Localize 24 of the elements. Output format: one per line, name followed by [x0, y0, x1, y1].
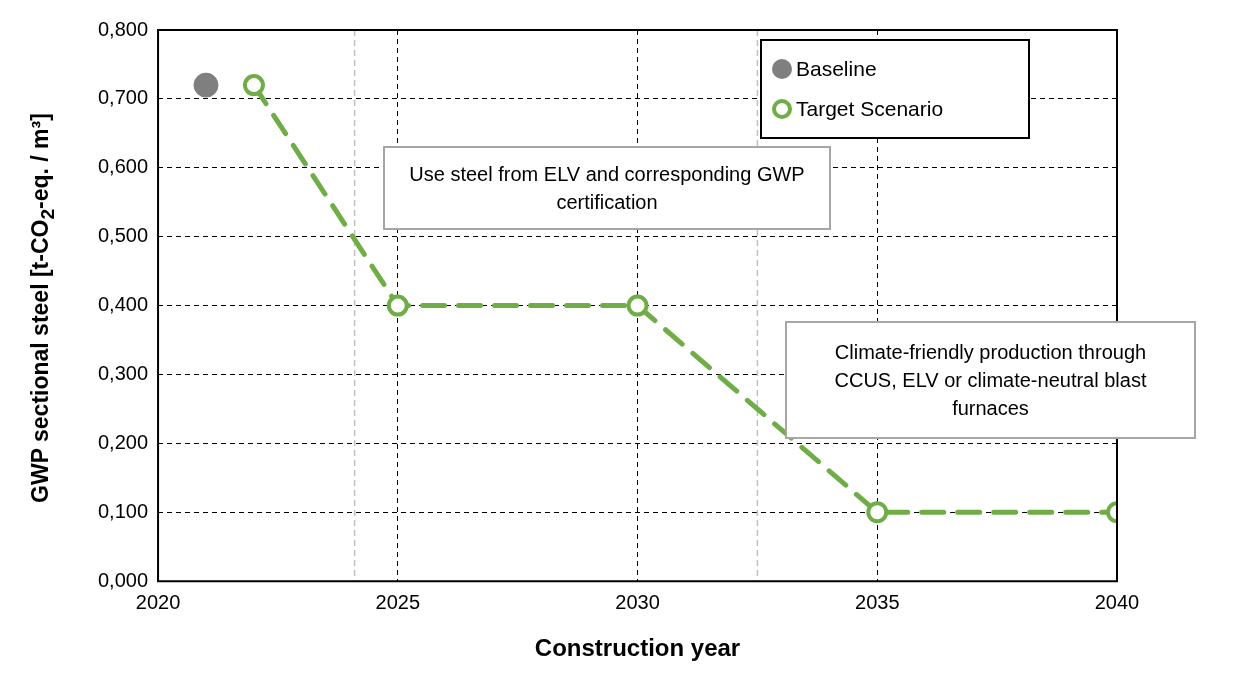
y-tick-label: 0,800: [97, 17, 149, 40]
x-axis-title: Construction year: [534, 634, 741, 662]
y-tick-label: 0,100: [97, 499, 149, 522]
y-tick-label: 0,500: [97, 224, 149, 247]
x-tick-label: 2030: [615, 590, 660, 613]
text-box: Use steel from ELV and corresponding GWP certification: [383, 146, 831, 230]
x-tick-label: 2020: [135, 590, 181, 613]
x-tick-label: 2025: [375, 590, 421, 613]
text-box: Climate-friendly production through CCUS, ELV or climate-neutral blast furnaces: [785, 321, 1196, 439]
y-tick-label: 0,300: [97, 362, 149, 385]
point: [386, 294, 409, 317]
legend-label: Target Scenario: [796, 97, 944, 121]
y-tick-label: 0,700: [97, 86, 149, 109]
y-tick-label: 0,600: [97, 155, 149, 178]
point: [626, 294, 649, 317]
point: [193, 72, 219, 98]
point: [866, 501, 889, 524]
y-tick-label: 0,000: [97, 568, 149, 591]
y-tick-label: 0,200: [97, 430, 149, 453]
x-tick-label: 2040: [1094, 590, 1140, 613]
point: [242, 74, 265, 97]
x-tick-label: 2035: [855, 590, 900, 613]
y-tick-label: 0,400: [97, 293, 149, 316]
legend-label: Baseline: [796, 57, 877, 81]
